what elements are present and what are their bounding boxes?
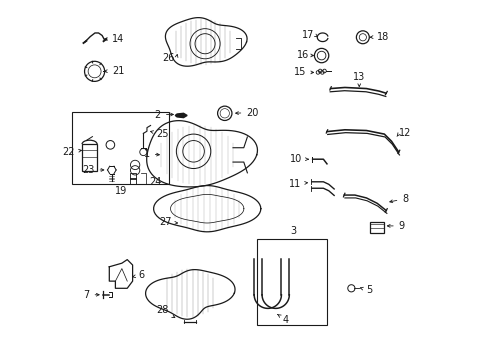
Text: 15: 15 — [293, 67, 313, 77]
Text: 28: 28 — [156, 305, 175, 318]
Polygon shape — [175, 113, 187, 118]
Text: 24: 24 — [149, 177, 162, 187]
Text: 10: 10 — [290, 154, 308, 164]
Text: 11: 11 — [288, 179, 307, 189]
Text: 9: 9 — [386, 221, 404, 231]
Text: 1: 1 — [143, 149, 159, 159]
Text: 14: 14 — [104, 34, 124, 44]
Text: 25: 25 — [150, 130, 169, 139]
Text: 4: 4 — [277, 315, 288, 325]
Text: 22: 22 — [62, 147, 81, 157]
Text: 13: 13 — [352, 72, 365, 82]
Text: 20: 20 — [235, 108, 258, 118]
Text: 21: 21 — [104, 66, 124, 76]
Text: 18: 18 — [369, 32, 388, 41]
Text: 23: 23 — [82, 165, 103, 175]
Text: 12: 12 — [398, 129, 410, 138]
Text: 19: 19 — [114, 186, 127, 197]
Text: 2: 2 — [154, 110, 173, 120]
Text: 3: 3 — [289, 226, 295, 236]
Bar — [369, 222, 383, 233]
Text: 8: 8 — [389, 194, 407, 204]
Text: 26: 26 — [162, 53, 174, 63]
Bar — [82, 144, 97, 171]
Bar — [257, 239, 326, 325]
Bar — [72, 112, 169, 184]
Text: 17: 17 — [302, 30, 314, 40]
Text: 7: 7 — [83, 290, 99, 300]
Text: 5: 5 — [360, 285, 372, 296]
Bar — [130, 178, 136, 184]
Bar — [130, 173, 136, 179]
Text: 27: 27 — [159, 217, 177, 227]
Text: 16: 16 — [296, 50, 313, 60]
Text: 6: 6 — [132, 270, 144, 280]
